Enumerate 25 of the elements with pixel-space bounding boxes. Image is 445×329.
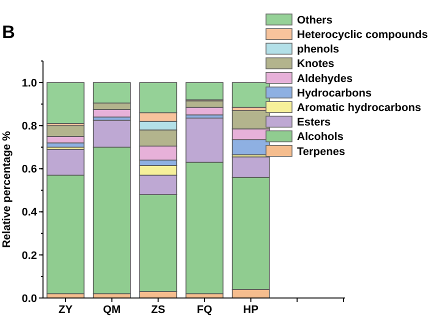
text: B [2, 22, 15, 42]
y-axis-title: Relative percentage % [1, 130, 13, 248]
bar [46, 82, 84, 124]
x-tick-label: FQ [196, 304, 213, 316]
legend-label: Terpenes [297, 146, 346, 158]
x-tick-label: QM [102, 304, 121, 316]
legend-label: Knotes [297, 58, 334, 70]
legend-label: Others [297, 14, 332, 26]
x-tick-label: ZS [151, 304, 166, 316]
legend-label: Aldehydes [297, 72, 353, 85]
legend-label: Heterocyclic compounds [297, 28, 428, 41]
x-tick-label: ZY [58, 304, 74, 316]
y-tick-label: 0.4 [22, 206, 38, 219]
y-tick-label: 0.8 [22, 120, 37, 132]
legend-label: phenols [297, 44, 340, 56]
legend-label: Aromatic hydrocarbons [297, 102, 422, 114]
legend-label: Hydrocarbons [297, 87, 372, 100]
bar [232, 82, 270, 108]
x-tick-label: HP [243, 304, 258, 316]
y-tick-label: 0.0 [22, 292, 37, 305]
y-tick-label: 0.2 [22, 250, 37, 262]
y-tick-label: 0.6 [22, 164, 37, 176]
legend-label: Esters [297, 116, 331, 129]
legend-label: Alcohols [297, 131, 344, 144]
y-tick-label: 1.0 [22, 77, 37, 90]
